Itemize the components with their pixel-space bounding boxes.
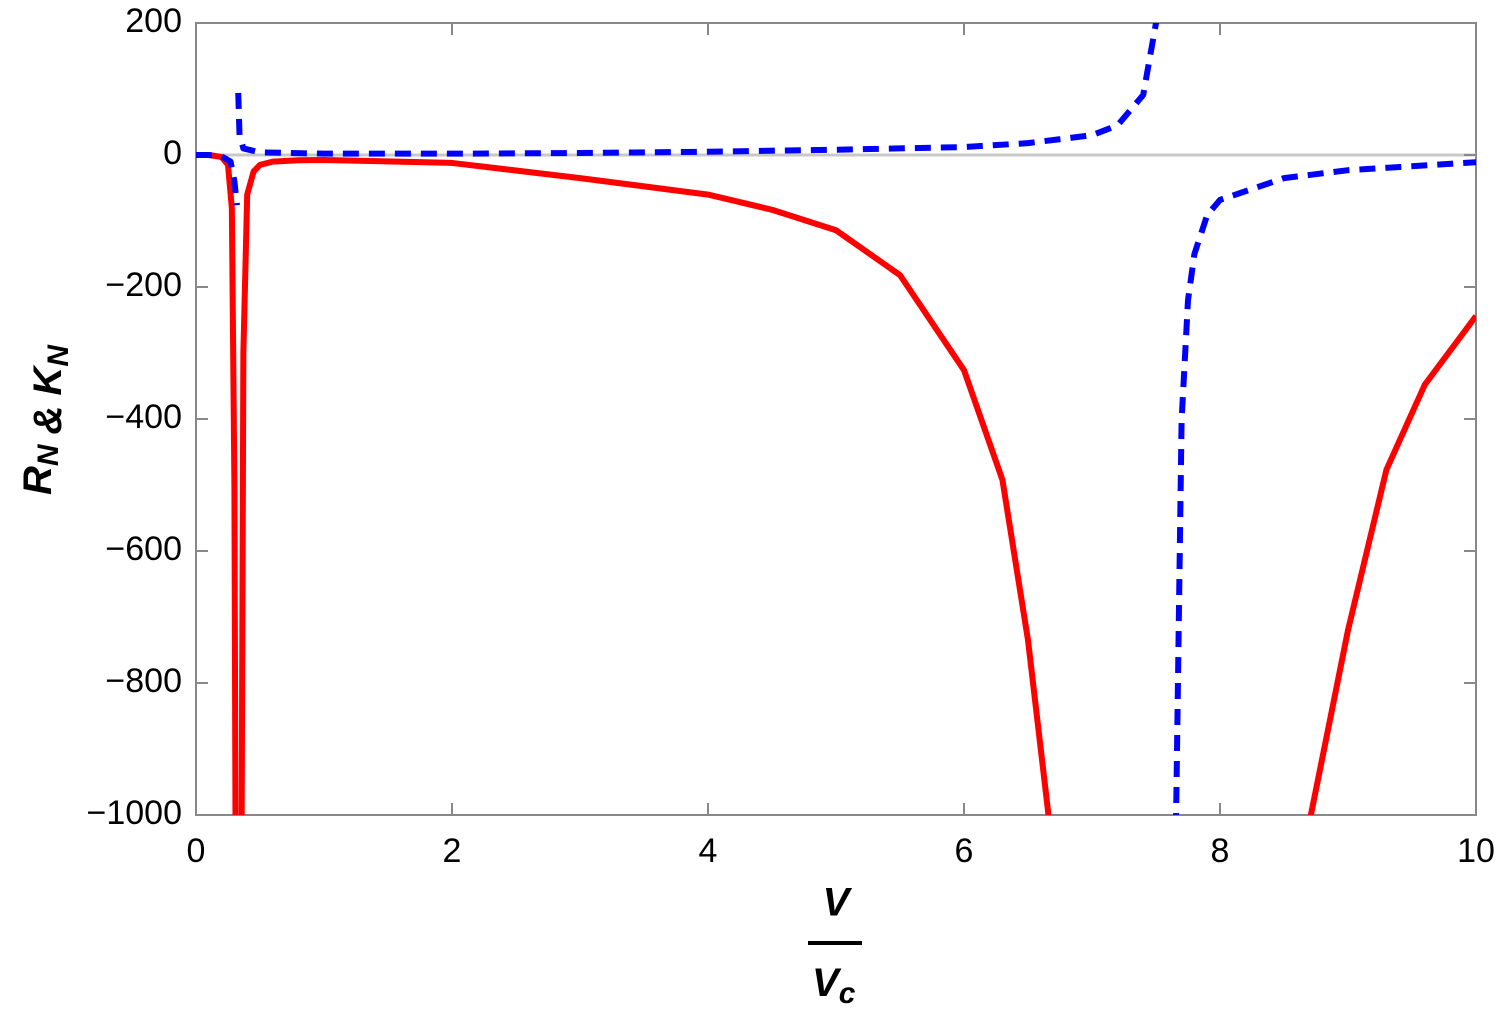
series-line [196, 152, 1476, 815]
y-label-sub: N [42, 344, 75, 367]
denominator-sub: c [839, 977, 856, 1010]
y-tick-label: 0 [163, 134, 182, 172]
denominator-main: V [812, 961, 842, 1005]
y-tick-label: −1000 [87, 794, 183, 832]
y-tick-label: 200 [125, 2, 182, 40]
series-line [196, 23, 1476, 815]
plot-lines [196, 23, 1476, 815]
x-tick-label: 2 [443, 832, 462, 870]
y-axis-label: RN&KN [16, 344, 75, 495]
x-tick-label: 10 [1457, 832, 1495, 870]
x-label-numerator: V [823, 881, 853, 925]
y-tick-label: −200 [105, 266, 182, 304]
y-tick-label: −400 [105, 398, 182, 436]
x-tick-label: 8 [1211, 832, 1230, 870]
x-tick-label: 4 [699, 832, 718, 870]
plot-frame [195, 22, 1477, 816]
y-label-part: R [16, 466, 60, 495]
x-label-denominator: Vc [812, 961, 856, 1010]
x-tick-label: 0 [187, 832, 206, 870]
x-tick-label: 6 [955, 832, 974, 870]
y-label-sub: N [32, 443, 65, 466]
y-tick-label: −600 [105, 530, 182, 568]
y-label-part: K [26, 364, 70, 396]
y-tick-label: −800 [105, 662, 182, 700]
y-label-part: & [26, 406, 70, 435]
axes [195, 22, 1477, 816]
